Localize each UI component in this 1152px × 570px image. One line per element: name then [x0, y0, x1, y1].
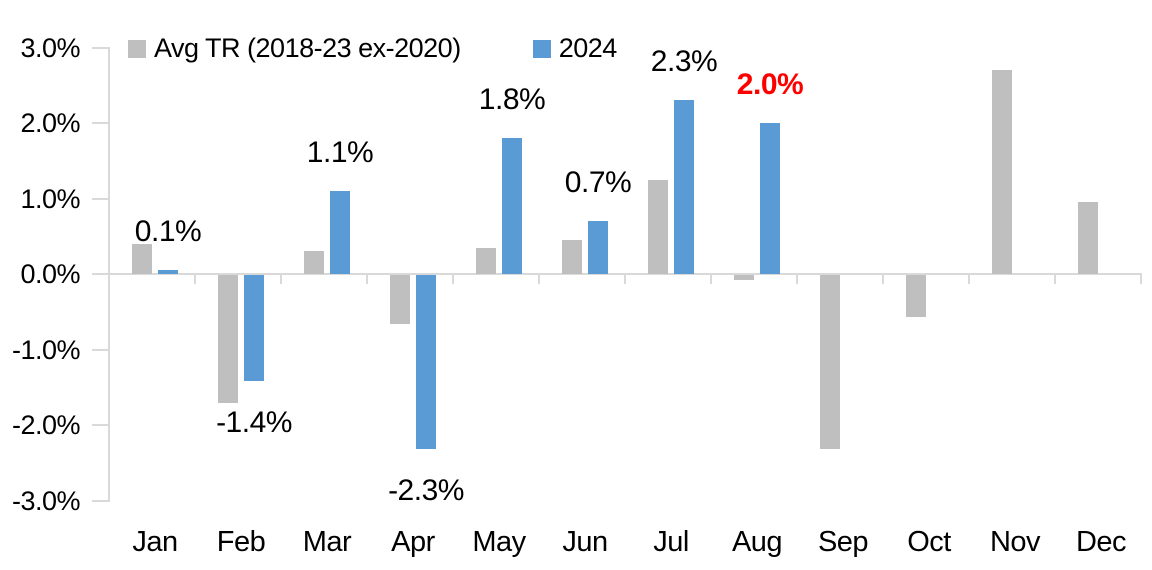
avg-tr-bar-jul — [648, 179, 668, 274]
y2024-bar-jul — [674, 100, 694, 274]
avg-tr-bar-may — [476, 247, 496, 274]
x-axis-tick — [710, 275, 712, 284]
avg-tr-bar-jan — [132, 243, 152, 274]
x-axis-tick — [968, 275, 970, 284]
y2024-bar-apr — [416, 275, 436, 449]
y2024-bar-may — [502, 138, 522, 274]
legend-item-2024: 2024 — [532, 33, 618, 64]
x-axis-label-apr: Apr — [391, 526, 435, 558]
data-label-feb: -1.4% — [216, 405, 292, 439]
chart-legend: Avg TR (2018-23 ex-2020) 2024 — [128, 33, 617, 64]
x-axis-label-jul: Jul — [653, 526, 689, 558]
y-axis-tick — [92, 273, 108, 275]
data-label-aug: 2.0% — [736, 68, 804, 101]
x-axis-tick — [1054, 275, 1056, 284]
y2024-bar-aug — [760, 123, 780, 274]
x-axis-tick — [624, 275, 626, 284]
avg-tr-bar-dec — [1078, 202, 1098, 274]
avg-tr-bar-jun — [562, 240, 582, 274]
x-axis-label-feb: Feb — [216, 526, 266, 558]
x-axis-tick — [1140, 275, 1142, 284]
y-axis-tick-label: -3.0% — [11, 485, 81, 516]
data-label-jun: 0.7% — [564, 166, 632, 200]
x-axis-tick — [882, 275, 884, 284]
x-axis-tick — [452, 275, 454, 284]
x-axis-tick — [796, 275, 798, 284]
x-axis-label-nov: Nov — [989, 526, 1041, 558]
x-axis-label-aug: Aug — [731, 526, 783, 558]
data-label-mar: 1.1% — [306, 135, 374, 169]
avg-tr-bar-oct — [906, 275, 926, 317]
legend-swatch-2024-icon — [532, 39, 551, 58]
legend-label-2024: 2024 — [558, 33, 618, 63]
data-label-jul: 2.3% — [650, 45, 718, 79]
y-axis-tick — [92, 499, 108, 502]
y-axis-tick — [92, 348, 108, 351]
data-label-may: 1.8% — [478, 83, 546, 117]
x-axis-tick — [366, 275, 368, 284]
x-axis-label-oct: Oct — [907, 526, 951, 558]
y2024-bar-feb — [244, 275, 264, 381]
y2024-bar-jun — [588, 221, 608, 274]
avg-tr-bar-nov — [992, 70, 1012, 274]
legend-item-avg-tr: Avg TR (2018-23 ex-2020) — [128, 33, 461, 64]
x-axis-label-jun: Jun — [562, 526, 608, 558]
x-axis-label-dec: Dec — [1075, 526, 1127, 558]
avg-tr-bar-sep — [820, 275, 840, 449]
y2024-bar-mar — [330, 190, 350, 274]
y2024-bar-jan — [158, 270, 178, 274]
legend-swatch-avg-tr-icon — [128, 39, 146, 58]
avg-tr-bar-feb — [218, 275, 238, 404]
y-axis-tick-label: -2.0% — [11, 410, 81, 440]
data-label-jan: 0.1% — [134, 215, 202, 249]
y-axis-tick-label: 1.0% — [20, 183, 80, 214]
avg-tr-bar-aug — [734, 275, 754, 281]
avg-tr-bar-apr — [390, 275, 410, 325]
x-axis-tick — [108, 275, 110, 284]
avg-tr-bar-mar — [304, 251, 324, 274]
x-axis-tick — [280, 275, 282, 284]
x-axis-tick — [538, 275, 540, 284]
x-axis-label-jan: Jan — [132, 526, 178, 558]
x-axis-label-may: May — [472, 526, 526, 558]
y-axis-tick-label: -1.0% — [11, 334, 81, 365]
x-axis-tick — [194, 275, 196, 284]
y-axis-tick-label: 0.0% — [20, 259, 80, 289]
data-label-apr: -2.3% — [388, 473, 464, 507]
legend-label-avg-tr: Avg TR (2018-23 ex-2020) — [154, 33, 461, 63]
x-axis-line — [108, 273, 1142, 275]
y-axis-tick — [92, 122, 108, 124]
x-axis-label-mar: Mar — [302, 526, 352, 558]
y-axis-tick — [92, 424, 108, 426]
x-axis-label-sep: Sep — [817, 526, 869, 558]
y-axis-tick — [92, 197, 108, 200]
y-axis-tick — [92, 46, 108, 49]
y-axis-tick-label: 3.0% — [20, 32, 80, 63]
y-axis-tick-label: 2.0% — [20, 108, 80, 138]
